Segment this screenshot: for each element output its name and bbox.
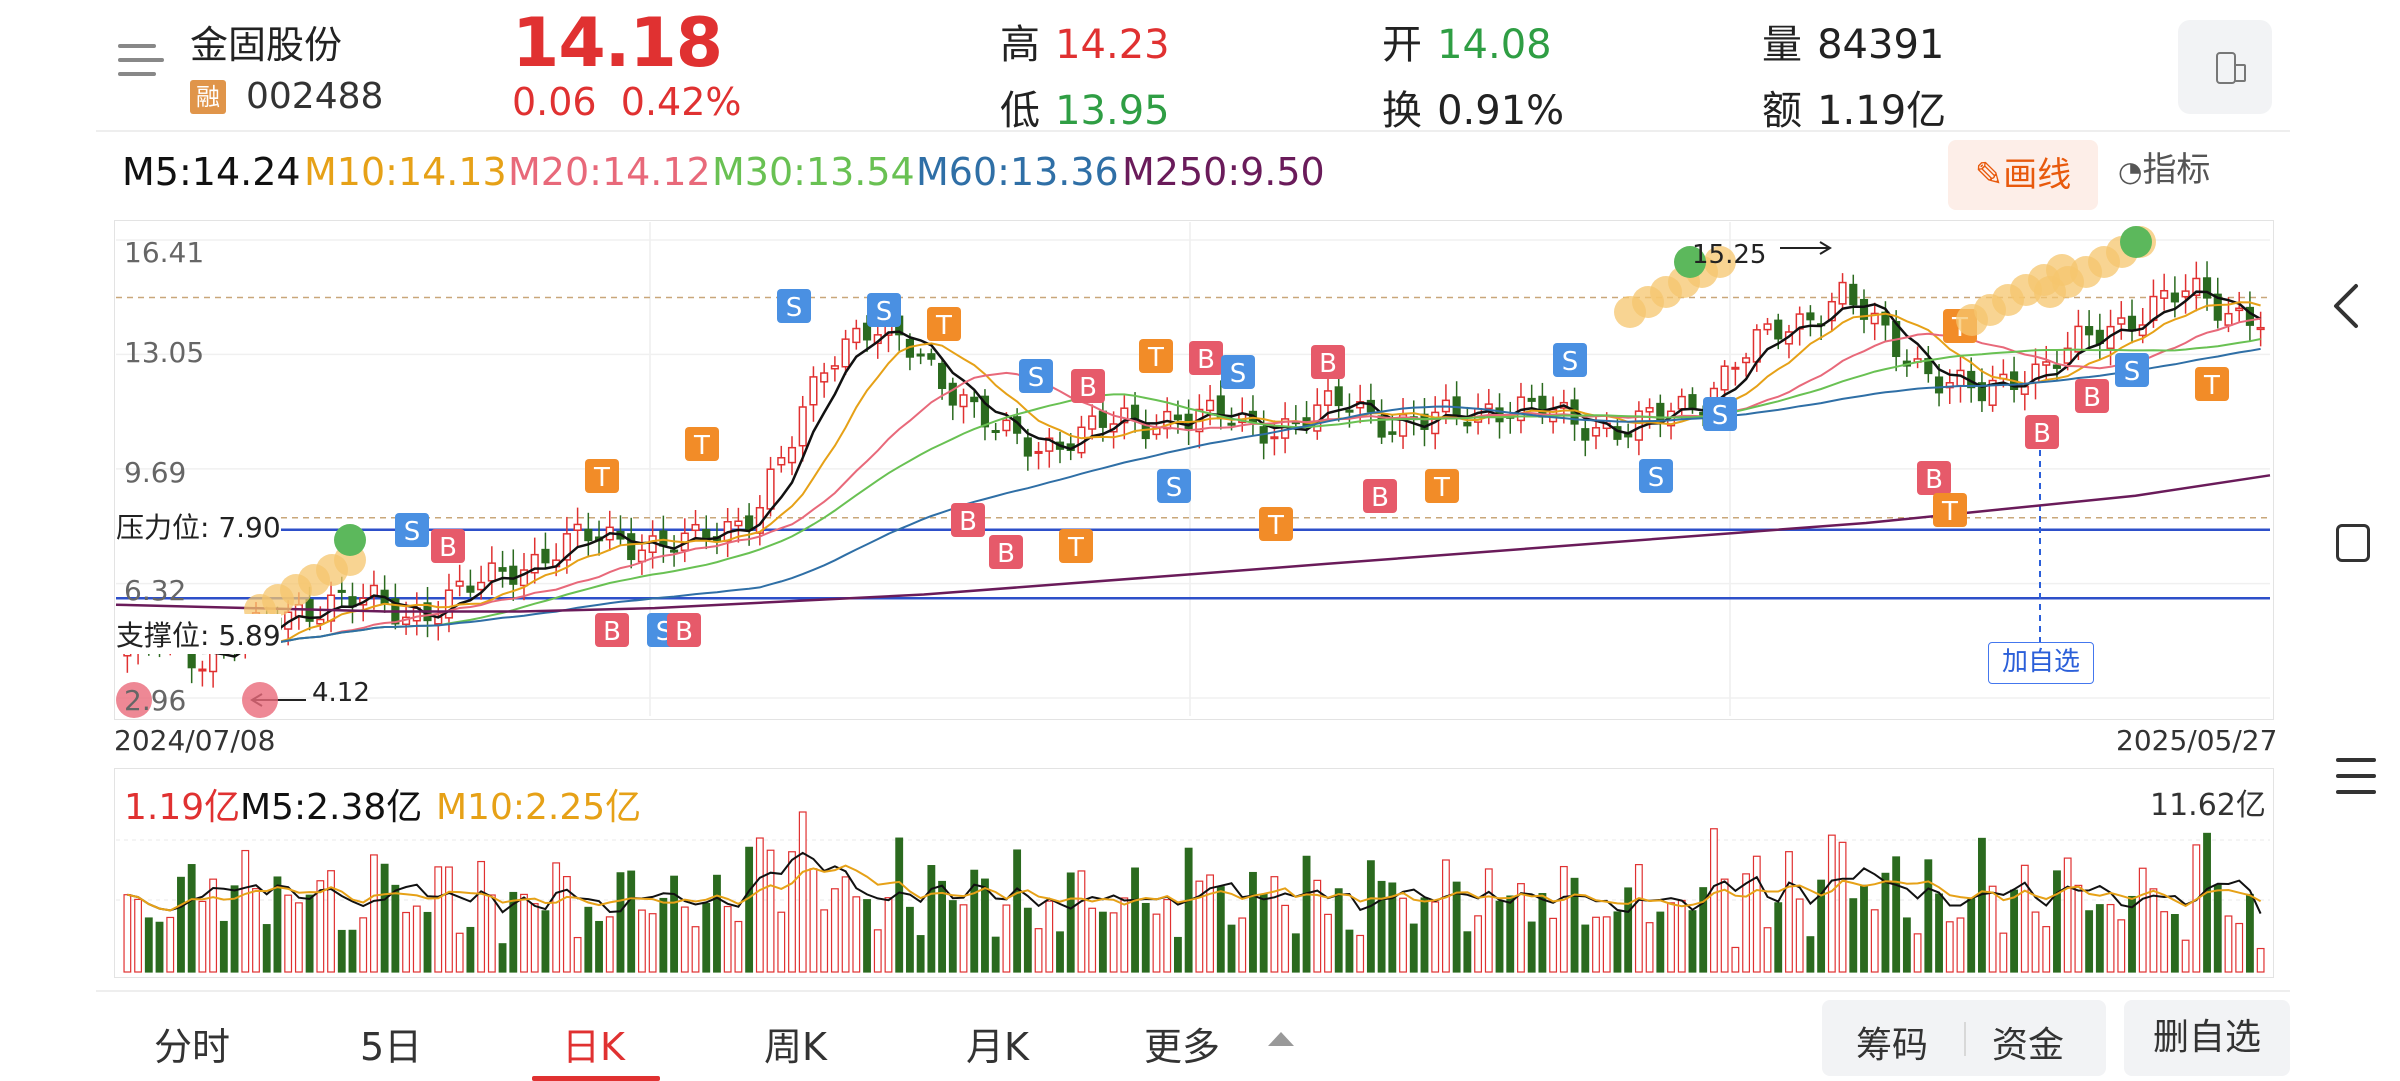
y-tick-label: 13.05 — [124, 336, 205, 369]
gauge-icon: ◔ — [2118, 155, 2143, 188]
end-date: 2025/05/27 — [2116, 724, 2278, 757]
pressure-level-label: 压力位: 7.90 — [116, 506, 281, 546]
recent-apps-icon[interactable] — [2336, 758, 2376, 796]
stat-amount: 额 1.19亿 — [1762, 78, 1946, 136]
button-separator — [1964, 1022, 1966, 1056]
volume-max: 11.62亿 — [2150, 788, 2266, 823]
delete-favorite-button[interactable]: 删自选 — [2124, 1000, 2290, 1076]
tablet-icon — [2234, 64, 2246, 82]
y-tick-label: 6.32 — [124, 574, 187, 607]
volume-chart-frame[interactable] — [114, 768, 2274, 978]
pencil-icon: ✎ — [1974, 155, 2004, 195]
active-tab-indicator — [532, 1076, 660, 1081]
stat-value: 13.95 — [1055, 88, 1170, 134]
stock-code: 002488 — [246, 76, 384, 117]
y-tick-label: 2.96 — [124, 684, 187, 717]
start-date: 2024/07/08 — [114, 724, 276, 757]
ma20-value: M20:14.12 — [508, 150, 711, 194]
draw-line-button[interactable]: ✎画线 — [1948, 140, 2098, 210]
volume-ma5: M5:2.38亿 — [240, 787, 423, 828]
home-icon[interactable] — [2336, 524, 2370, 562]
margin-trading-badge: 融 — [190, 80, 226, 114]
stat-low: 低 13.95 — [1000, 78, 1170, 136]
period-low-label: 4.12 — [312, 678, 370, 708]
stat-turnover: 换 0.91% — [1382, 78, 1564, 136]
add-favorite-tag[interactable]: 加自选 — [1988, 642, 2094, 684]
stat-label: 高 — [1000, 22, 1040, 68]
tab-intraday[interactable]: 分时 — [154, 1025, 231, 1069]
ma5-value: M5:14.24 — [122, 150, 301, 194]
caret-up-icon[interactable] — [1268, 1032, 1294, 1046]
stock-name: 金固股份 — [190, 23, 343, 67]
stat-label: 额 — [1762, 88, 1802, 134]
device-switch-button[interactable] — [2178, 20, 2272, 114]
stat-value: 0.91% — [1437, 88, 1565, 134]
change-percent: 0.42% — [620, 80, 742, 124]
stat-value: 1.19亿 — [1817, 88, 1947, 134]
funds-button[interactable]: 资金 — [1992, 1025, 2065, 1066]
header-divider — [96, 130, 2290, 132]
tab-weekly-k[interactable]: 周K — [764, 1025, 827, 1069]
ma30-value: M30:13.54 — [712, 150, 915, 194]
stat-value: 84391 — [1817, 22, 1945, 68]
stat-open: 开 14.08 — [1382, 12, 1552, 70]
volume-current: 1.19亿 — [124, 787, 241, 828]
volume-ma10: M10:2.25亿 — [436, 787, 642, 828]
y-tick-label: 16.41 — [124, 236, 205, 269]
support-level-label: 支撑位: 5.89 — [116, 614, 281, 654]
stat-high: 高 14.23 — [1000, 12, 1170, 70]
tab-daily-k[interactable]: 日K — [562, 1025, 625, 1069]
stat-label: 换 — [1382, 88, 1422, 134]
chips-button[interactable]: 筹码 — [1856, 1025, 1929, 1066]
stat-value: 14.08 — [1437, 22, 1552, 68]
kline-chart-frame[interactable] — [114, 220, 2274, 720]
indicator-label: 指标 — [2142, 150, 2211, 190]
tab-more[interactable]: 更多 — [1144, 1025, 1221, 1069]
phone-icon — [2216, 52, 2236, 84]
tabs-divider — [96, 990, 2290, 992]
indicator-button[interactable]: ◔指标 — [2118, 142, 2210, 191]
stat-label: 低 — [1000, 88, 1040, 134]
tab-monthly-k[interactable]: 月K — [966, 1025, 1029, 1069]
back-icon[interactable] — [2330, 282, 2362, 330]
tab-5day[interactable]: 5日 — [360, 1025, 423, 1069]
ma250-value: M250:9.50 — [1122, 150, 1325, 194]
draw-line-label: 画线 — [2003, 155, 2072, 195]
period-high-label: 15.25 — [1692, 240, 1767, 270]
menu-icon[interactable] — [118, 40, 170, 84]
price-change: 0.06 0.42% — [512, 80, 742, 124]
y-tick-label: 9.69 — [124, 456, 187, 489]
ma60-value: M60:13.36 — [916, 150, 1119, 194]
stat-label: 开 — [1382, 22, 1422, 68]
change-absolute: 0.06 — [512, 80, 597, 124]
current-price: 14.18 — [512, 4, 723, 83]
stat-value: 14.23 — [1055, 22, 1170, 68]
stat-volume: 量 84391 — [1762, 12, 1944, 70]
stat-label: 量 — [1762, 22, 1802, 68]
ma10-value: M10:14.13 — [304, 150, 507, 194]
